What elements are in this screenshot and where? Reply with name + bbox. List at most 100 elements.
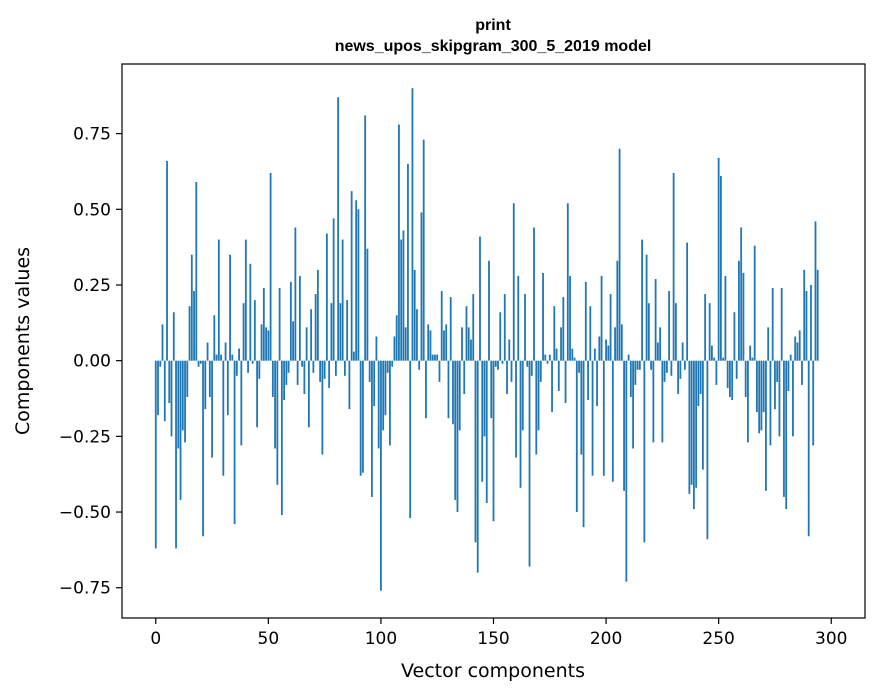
y-tick-label: −0.25 — [59, 427, 111, 447]
bar — [303, 360, 306, 394]
bar — [436, 354, 439, 361]
x-tick-label: 150 — [477, 629, 509, 649]
bar — [740, 227, 743, 361]
bar — [422, 139, 425, 361]
bar — [238, 348, 240, 361]
bar — [670, 360, 673, 376]
bar — [715, 360, 718, 385]
bar — [353, 351, 355, 361]
bar — [289, 281, 292, 361]
bar — [704, 294, 707, 361]
bar — [663, 360, 666, 382]
bar — [647, 303, 650, 361]
bar — [346, 300, 349, 361]
bar — [650, 360, 653, 370]
bar — [668, 291, 671, 361]
bar — [573, 357, 576, 361]
bar — [271, 360, 274, 398]
bar — [690, 360, 693, 485]
bar — [373, 360, 376, 407]
bar — [681, 342, 684, 361]
bar — [724, 275, 727, 361]
bar — [231, 354, 234, 361]
bar — [580, 360, 583, 455]
bar — [330, 303, 333, 361]
bar — [294, 227, 297, 361]
bar — [161, 324, 164, 361]
bar — [393, 336, 396, 361]
bar — [560, 327, 562, 361]
y-axis: −0.75 −0.50 −0.25 0.00 0.25 0.50 0.75 — [59, 125, 122, 599]
bar — [280, 360, 283, 516]
bar — [366, 248, 369, 361]
bar — [629, 360, 632, 398]
bar — [497, 360, 499, 370]
bar — [310, 309, 313, 361]
bar — [235, 360, 238, 376]
bar — [474, 360, 477, 543]
x-tick-label: 0 — [150, 629, 161, 649]
bar — [652, 360, 655, 443]
y-tick-label: −0.50 — [59, 503, 111, 523]
bar — [515, 360, 517, 458]
bar — [785, 360, 788, 510]
bar — [184, 360, 186, 443]
bar — [810, 284, 812, 361]
bar — [625, 360, 628, 582]
x-tick-label: 300 — [815, 629, 847, 649]
bar — [699, 360, 702, 394]
bar — [537, 360, 540, 431]
bar — [485, 360, 488, 503]
bar — [328, 360, 331, 388]
bar — [283, 360, 286, 401]
x-tick-label: 100 — [365, 629, 397, 649]
bar — [443, 330, 445, 361]
bar — [494, 360, 497, 367]
bar — [733, 312, 736, 361]
bar — [476, 360, 479, 573]
bar — [661, 360, 664, 443]
bar — [729, 360, 731, 398]
bar — [542, 272, 544, 361]
bar — [726, 360, 729, 388]
bar — [382, 360, 385, 431]
bar — [616, 260, 619, 361]
bar — [692, 360, 695, 510]
bar — [341, 239, 344, 361]
bar — [319, 360, 322, 382]
bar — [587, 360, 589, 401]
bar — [159, 360, 162, 367]
bar — [350, 191, 353, 361]
bar — [659, 327, 662, 361]
bar — [298, 275, 301, 361]
bar — [528, 360, 531, 567]
bar — [674, 303, 677, 361]
bar — [181, 360, 184, 431]
bar — [711, 345, 713, 361]
bar — [593, 348, 596, 361]
bar — [247, 360, 249, 373]
bar — [391, 360, 394, 367]
bar — [508, 339, 511, 361]
bar — [544, 354, 547, 361]
bar — [470, 339, 472, 361]
bar — [744, 360, 747, 398]
bar — [756, 360, 758, 413]
bar — [812, 360, 815, 446]
bar — [413, 269, 416, 361]
bar — [438, 360, 441, 382]
bar — [783, 360, 785, 497]
bar — [749, 345, 752, 361]
chart-title: print — [475, 17, 511, 34]
bar — [377, 360, 380, 449]
bar — [654, 278, 657, 361]
bar — [519, 360, 522, 488]
bar — [501, 360, 504, 364]
bar — [548, 354, 551, 361]
bar — [611, 360, 614, 482]
bar — [402, 230, 405, 361]
bar — [368, 360, 371, 382]
bar — [706, 360, 709, 540]
